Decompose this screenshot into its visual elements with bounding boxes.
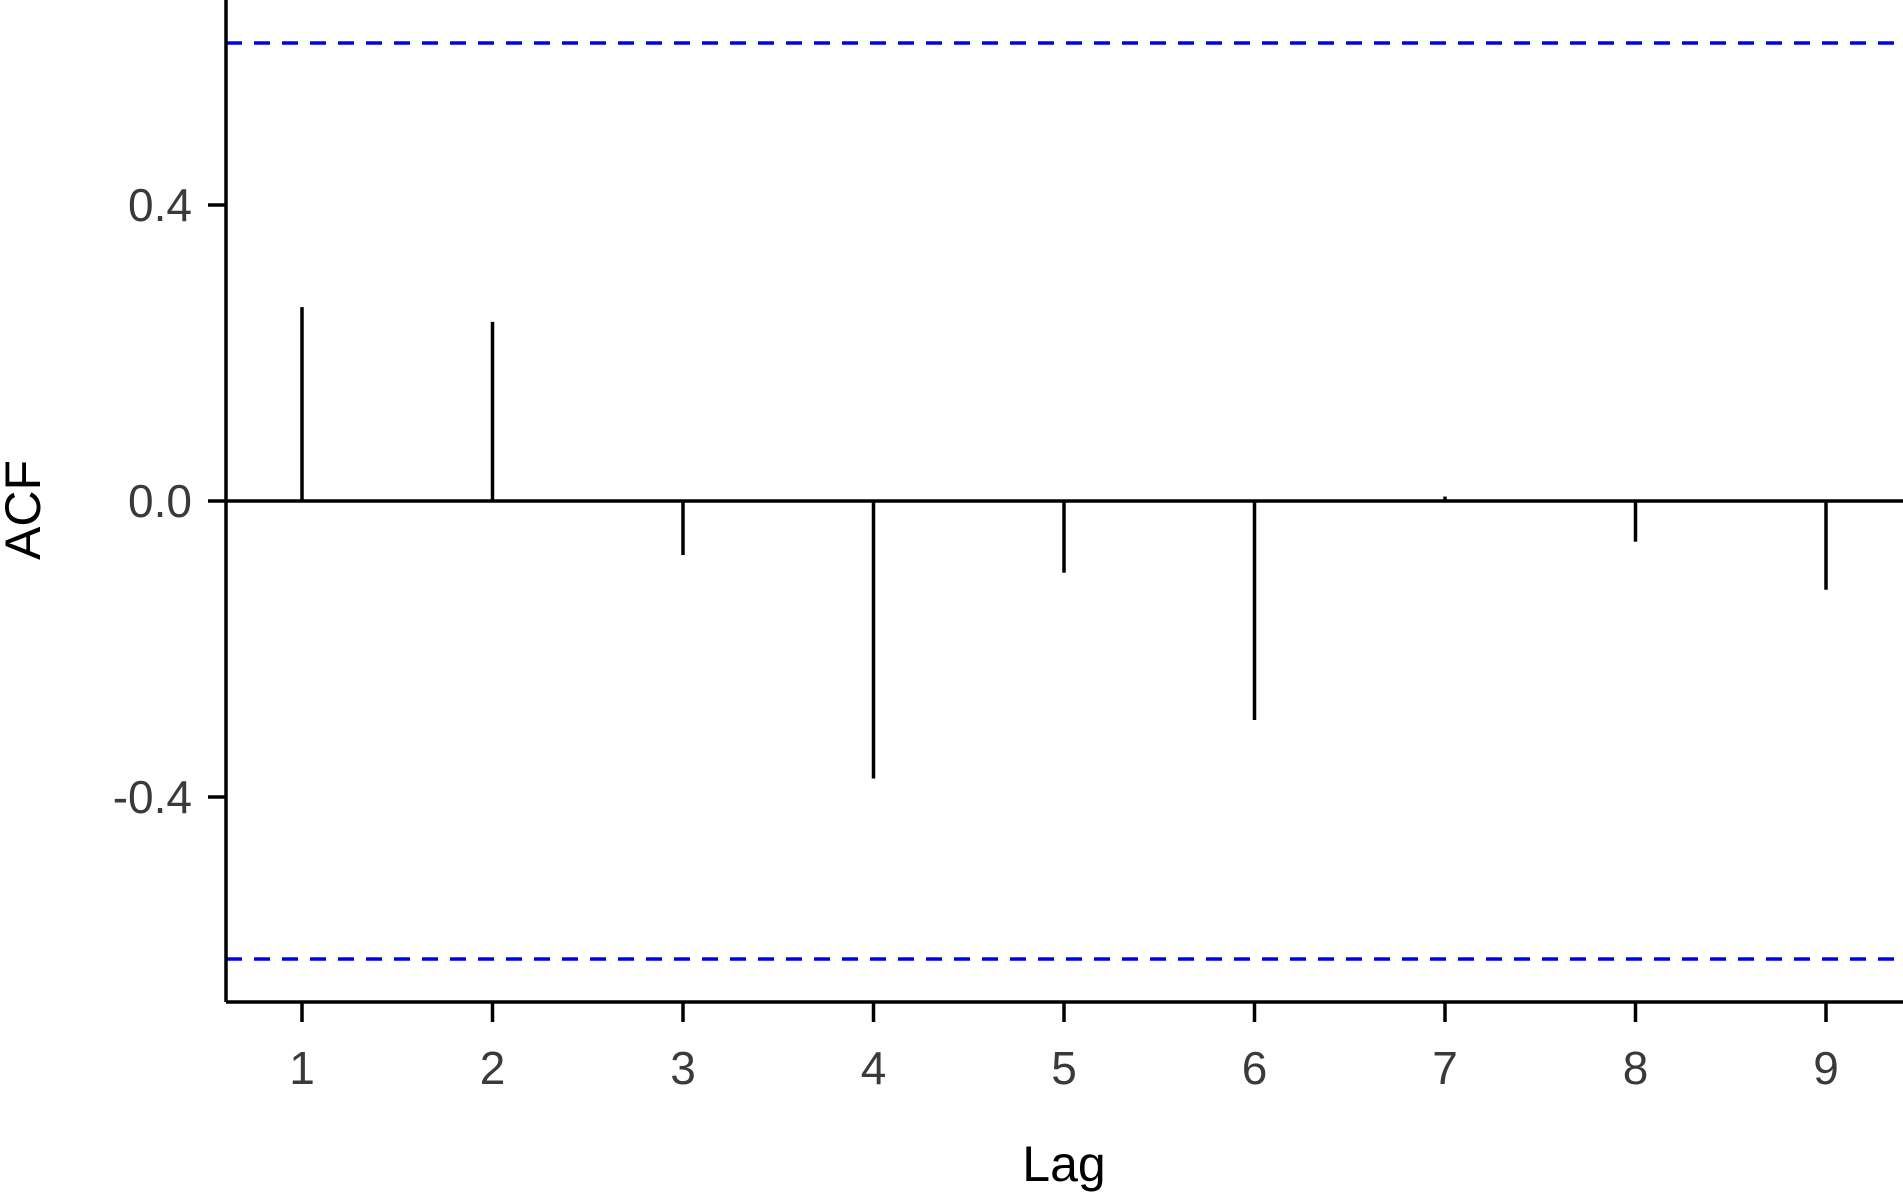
y-axis-ticks: 0.4 0.0 -0.4 <box>113 179 226 823</box>
x-tick-label: 4 <box>861 1042 887 1094</box>
x-tick-label: 5 <box>1051 1042 1077 1094</box>
y-axis-title: ACF <box>0 460 51 560</box>
x-axis-title: Lag <box>1022 1136 1105 1192</box>
x-tick-label: 8 <box>1623 1042 1649 1094</box>
x-tick-label: 1 <box>289 1042 315 1094</box>
x-axis-ticks: 1 2 3 4 5 6 7 8 9 <box>289 1002 1839 1094</box>
acf-stems <box>300 307 1828 779</box>
x-tick-label: 6 <box>1242 1042 1268 1094</box>
y-tick-label: -0.4 <box>113 771 192 823</box>
x-tick-label: 9 <box>1813 1042 1839 1094</box>
x-tick-label: 7 <box>1432 1042 1458 1094</box>
y-tick-label: 0.4 <box>128 179 192 231</box>
y-tick-label: 0.0 <box>128 475 192 527</box>
x-tick-label: 2 <box>480 1042 506 1094</box>
x-tick-label: 3 <box>670 1042 696 1094</box>
